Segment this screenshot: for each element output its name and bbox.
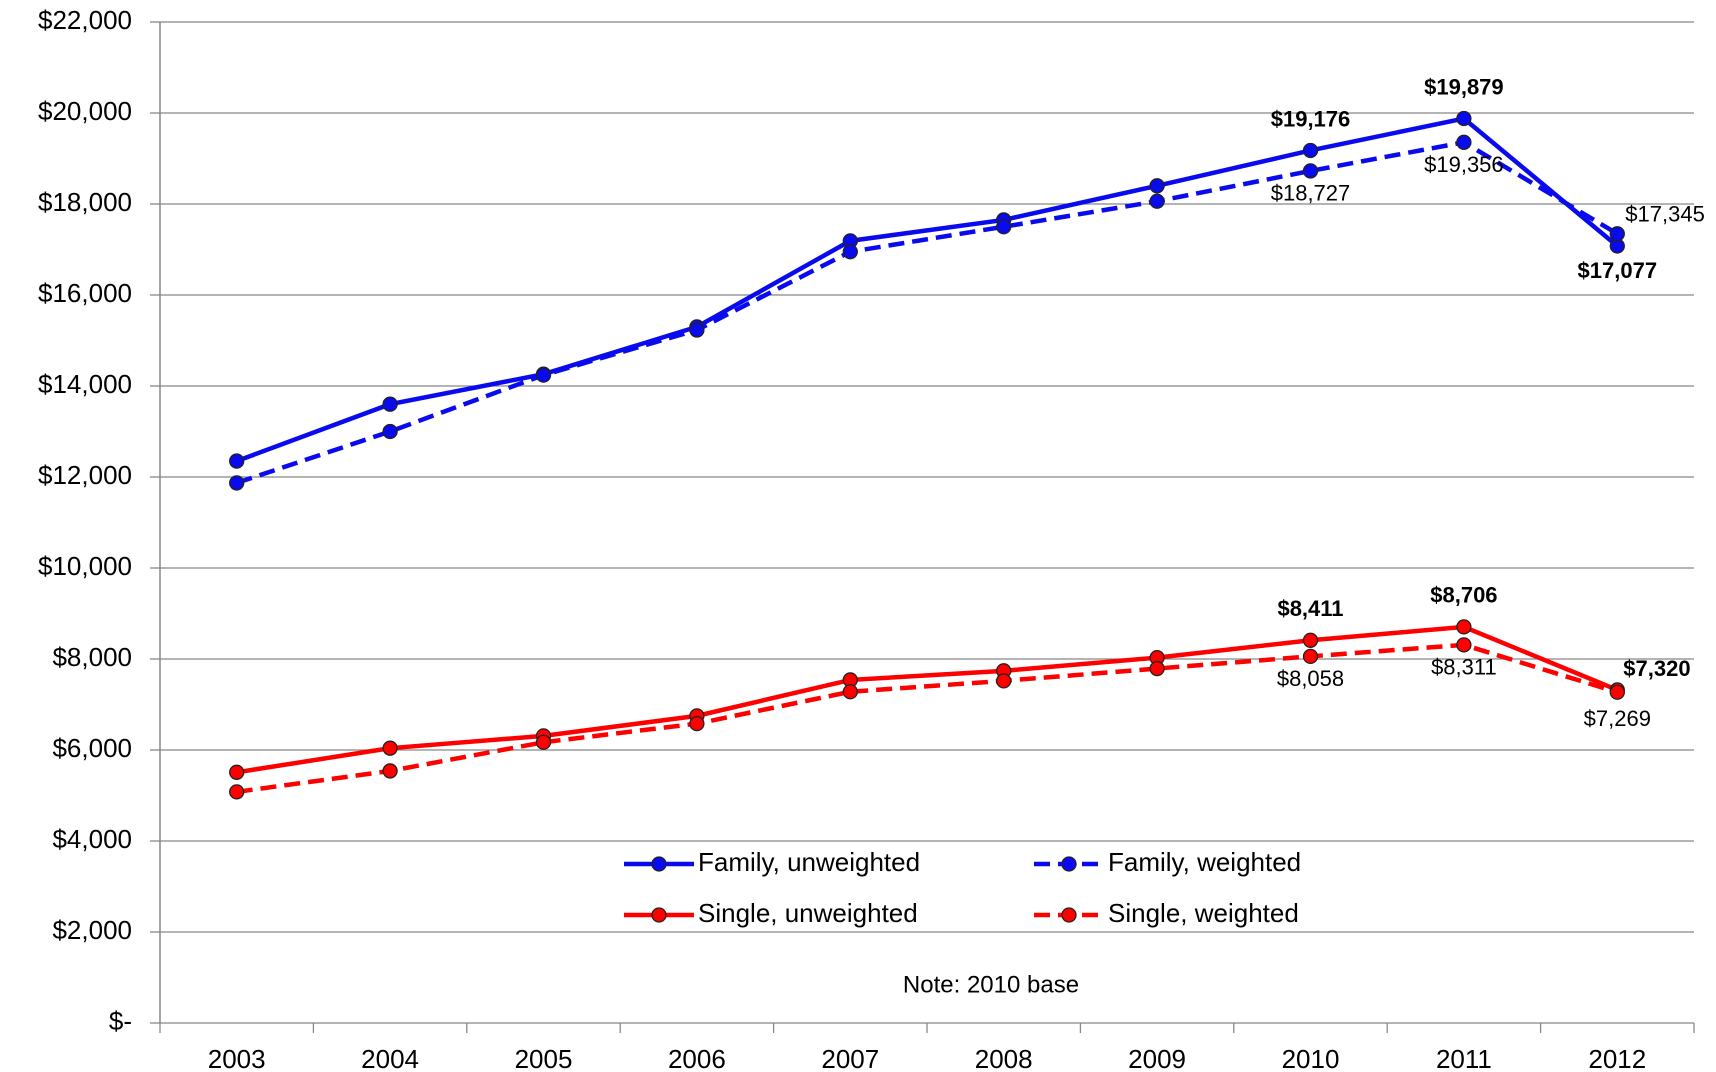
- point: [1302, 142, 1319, 159]
- x-tick-label: 2003: [208, 1044, 266, 1072]
- point: [1609, 226, 1625, 242]
- legend-marker: [1061, 856, 1077, 872]
- point: [382, 423, 398, 440]
- point: [1456, 637, 1472, 653]
- y-tick-label: $16,000: [38, 278, 132, 308]
- legend-item: Single, unweighted: [624, 898, 918, 928]
- point: [1149, 660, 1165, 677]
- data-label: $8,706: [1430, 583, 1497, 608]
- point: [382, 763, 398, 779]
- x-tick-label: 2012: [1588, 1044, 1646, 1072]
- y-tick-label: $14,000: [38, 369, 132, 399]
- point: [1302, 648, 1319, 665]
- y-tick-label: $6,000: [52, 733, 132, 763]
- series-line: [235, 116, 1619, 464]
- point: [842, 244, 858, 260]
- x-tick-label: 2010: [1282, 1044, 1340, 1072]
- data-label: $17,077: [1578, 258, 1658, 283]
- legend-item: Single, weighted: [1034, 898, 1299, 928]
- y-tick-label: $4,000: [52, 824, 132, 854]
- legend-item: Family, weighted: [1034, 847, 1301, 877]
- series-line: [236, 624, 1619, 775]
- data-label: $19,176: [1271, 106, 1351, 131]
- legend-label: Single, weighted: [1108, 898, 1299, 928]
- x-tick-label: 2006: [668, 1044, 726, 1072]
- y-tick-label: $22,000: [38, 5, 132, 35]
- point: [229, 784, 245, 800]
- data-label: $7,320: [1623, 656, 1690, 681]
- legend-label: Family, unweighted: [698, 847, 920, 877]
- point: [229, 453, 245, 469]
- point: [229, 764, 245, 780]
- y-tick-label: $18,000: [38, 187, 132, 217]
- point: [689, 715, 705, 732]
- point: [996, 673, 1012, 689]
- data-label: $8,058: [1277, 666, 1344, 691]
- y-tick-label: $2,000: [52, 915, 132, 945]
- series-line: [236, 642, 1618, 795]
- legend-item: Family, unweighted: [624, 847, 920, 877]
- data-label: $19,879: [1424, 74, 1504, 99]
- point: [996, 219, 1012, 235]
- annotation: Note: 2010 base: [903, 971, 1079, 998]
- point: [382, 396, 398, 412]
- x-tick-label: 2011: [1436, 1044, 1492, 1072]
- y-tick-label: $8,000: [52, 642, 132, 672]
- y-tick-label: $20,000: [38, 96, 132, 126]
- point: [1456, 619, 1472, 635]
- y-tick-label: $12,000: [38, 460, 132, 490]
- point: [535, 734, 552, 750]
- data-label: $17,345: [1625, 202, 1705, 227]
- x-tick-label: 2007: [821, 1044, 879, 1072]
- legend-label: Family, weighted: [1108, 847, 1301, 877]
- x-tick-label: 2004: [361, 1044, 419, 1072]
- data-label: $18,727: [1271, 181, 1351, 206]
- point: [535, 367, 552, 383]
- legend-marker: [1061, 907, 1077, 923]
- point: [689, 322, 705, 338]
- legend-marker: [651, 907, 667, 923]
- x-tick-label: 2005: [515, 1044, 573, 1072]
- data-label: $8,311: [1431, 655, 1497, 680]
- point: [1456, 134, 1472, 150]
- legend-label: Single, unweighted: [698, 898, 918, 928]
- point: [1456, 110, 1472, 127]
- point: [1302, 163, 1319, 179]
- point: [229, 475, 245, 491]
- point: [1609, 684, 1625, 700]
- point: [382, 740, 398, 756]
- data-label: $8,411: [1277, 596, 1343, 621]
- point: [1149, 193, 1165, 209]
- point: [1149, 178, 1165, 194]
- point: [842, 684, 858, 700]
- y-tick-label: $-: [109, 1006, 132, 1036]
- x-tick-label: 2009: [1128, 1044, 1186, 1072]
- data-label: $7,269: [1584, 706, 1651, 731]
- series-line: [235, 139, 1619, 486]
- legend-marker: [651, 856, 667, 872]
- data-label: $19,356: [1424, 152, 1504, 177]
- y-tick-label: $10,000: [38, 551, 132, 581]
- x-tick-label: 2008: [975, 1044, 1033, 1072]
- point: [1302, 632, 1319, 648]
